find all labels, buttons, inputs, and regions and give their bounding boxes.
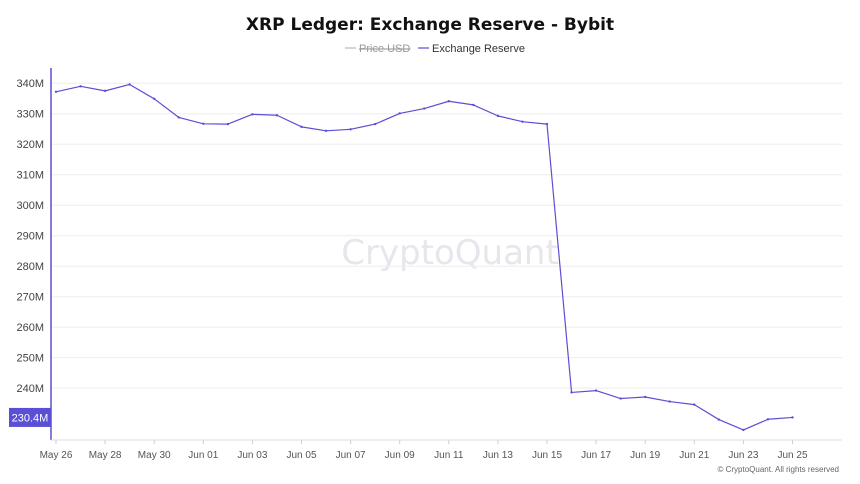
data-point — [398, 112, 401, 115]
last-value-label: 230.4M — [12, 412, 49, 424]
data-point — [324, 129, 328, 133]
y-tick-label: 340M — [16, 78, 44, 90]
data-points — [54, 83, 794, 432]
data-point — [251, 113, 254, 116]
x-tick-label: Jun 25 — [777, 450, 807, 461]
y-tick-label: 310M — [16, 170, 44, 182]
data-point — [177, 116, 180, 119]
y-tick-label: 300M — [16, 200, 44, 212]
legend-label-exchange-reserve: Exchange Reserve — [432, 43, 525, 55]
data-point — [300, 125, 303, 129]
x-axis-ticks: May 26 May 28 May 30 Jun 01 Jun 03 Jun 05 Jun … — [40, 440, 808, 461]
data-point — [545, 122, 549, 126]
y-tick-label: 290M — [16, 231, 44, 243]
x-tick-label: Jun 01 — [188, 450, 218, 461]
x-tick-label: Jun 21 — [679, 450, 709, 461]
watermark: CryptoQuant — [341, 233, 559, 273]
x-tick-label: May 26 — [40, 450, 73, 461]
legend-label-price-usd: Price USD — [359, 43, 410, 55]
data-point — [619, 397, 622, 400]
data-point — [153, 97, 156, 100]
chart-title: XRP Ledger: Exchange Reserve - Bybit — [246, 15, 614, 35]
data-point — [103, 89, 107, 93]
y-tick-label: 240M — [16, 383, 44, 395]
data-point — [644, 395, 647, 399]
data-point — [693, 403, 696, 406]
last-value-badge: 230.4M — [9, 407, 51, 427]
data-point — [54, 90, 58, 93]
data-point — [373, 122, 377, 126]
legend-item-price-usd[interactable]: Price USD — [345, 43, 410, 55]
data-point — [791, 416, 794, 419]
data-point — [521, 120, 524, 123]
x-tick-label: Jun 13 — [483, 450, 513, 461]
data-point — [79, 85, 82, 88]
data-point — [668, 400, 671, 403]
data-point — [570, 391, 573, 394]
data-point — [717, 418, 721, 421]
data-point — [202, 122, 205, 126]
data-point — [766, 418, 770, 421]
data-point — [349, 128, 352, 131]
legend[interactable]: Price USD Exchange Reserve — [345, 43, 525, 55]
y-tick-label: 280M — [16, 261, 44, 273]
x-tick-label: Jun 17 — [581, 450, 611, 461]
legend-item-exchange-reserve[interactable]: Exchange Reserve — [418, 43, 525, 55]
data-point — [496, 114, 500, 118]
data-point — [472, 103, 475, 107]
y-tick-label: 330M — [16, 109, 44, 121]
last-value-badge-box — [9, 407, 51, 427]
data-point — [128, 83, 131, 86]
x-tick-label: Jun 11 — [434, 450, 464, 461]
data-point — [423, 107, 426, 110]
data-point — [594, 389, 598, 392]
y-tick-label: 260M — [16, 322, 44, 334]
x-tick-label: Jun 15 — [532, 450, 562, 461]
y-tick-label: 270M — [16, 292, 44, 304]
y-axis-ticks: 240M 250M 260M 270M 280M 290M 300M 310M 320M 330M… — [16, 78, 44, 395]
x-tick-label: Jun 09 — [385, 450, 415, 461]
x-tick-label: Jun 23 — [728, 450, 758, 461]
y-tick-label: 320M — [16, 139, 44, 151]
x-tick-label: May 30 — [138, 450, 171, 461]
x-tick-label: Jun 07 — [336, 450, 366, 461]
data-point — [447, 100, 450, 103]
data-point — [226, 122, 230, 126]
x-tick-label: Jun 19 — [630, 450, 660, 461]
x-tick-label: Jun 05 — [286, 450, 316, 461]
y-tick-label: 250M — [16, 353, 44, 365]
x-tick-label: May 28 — [89, 450, 122, 461]
x-tick-label: Jun 03 — [237, 450, 267, 461]
grid — [51, 82, 842, 389]
copyright: © CryptoQuant. All rights reserved — [718, 465, 840, 474]
data-point — [275, 114, 279, 117]
data-point — [742, 428, 745, 432]
